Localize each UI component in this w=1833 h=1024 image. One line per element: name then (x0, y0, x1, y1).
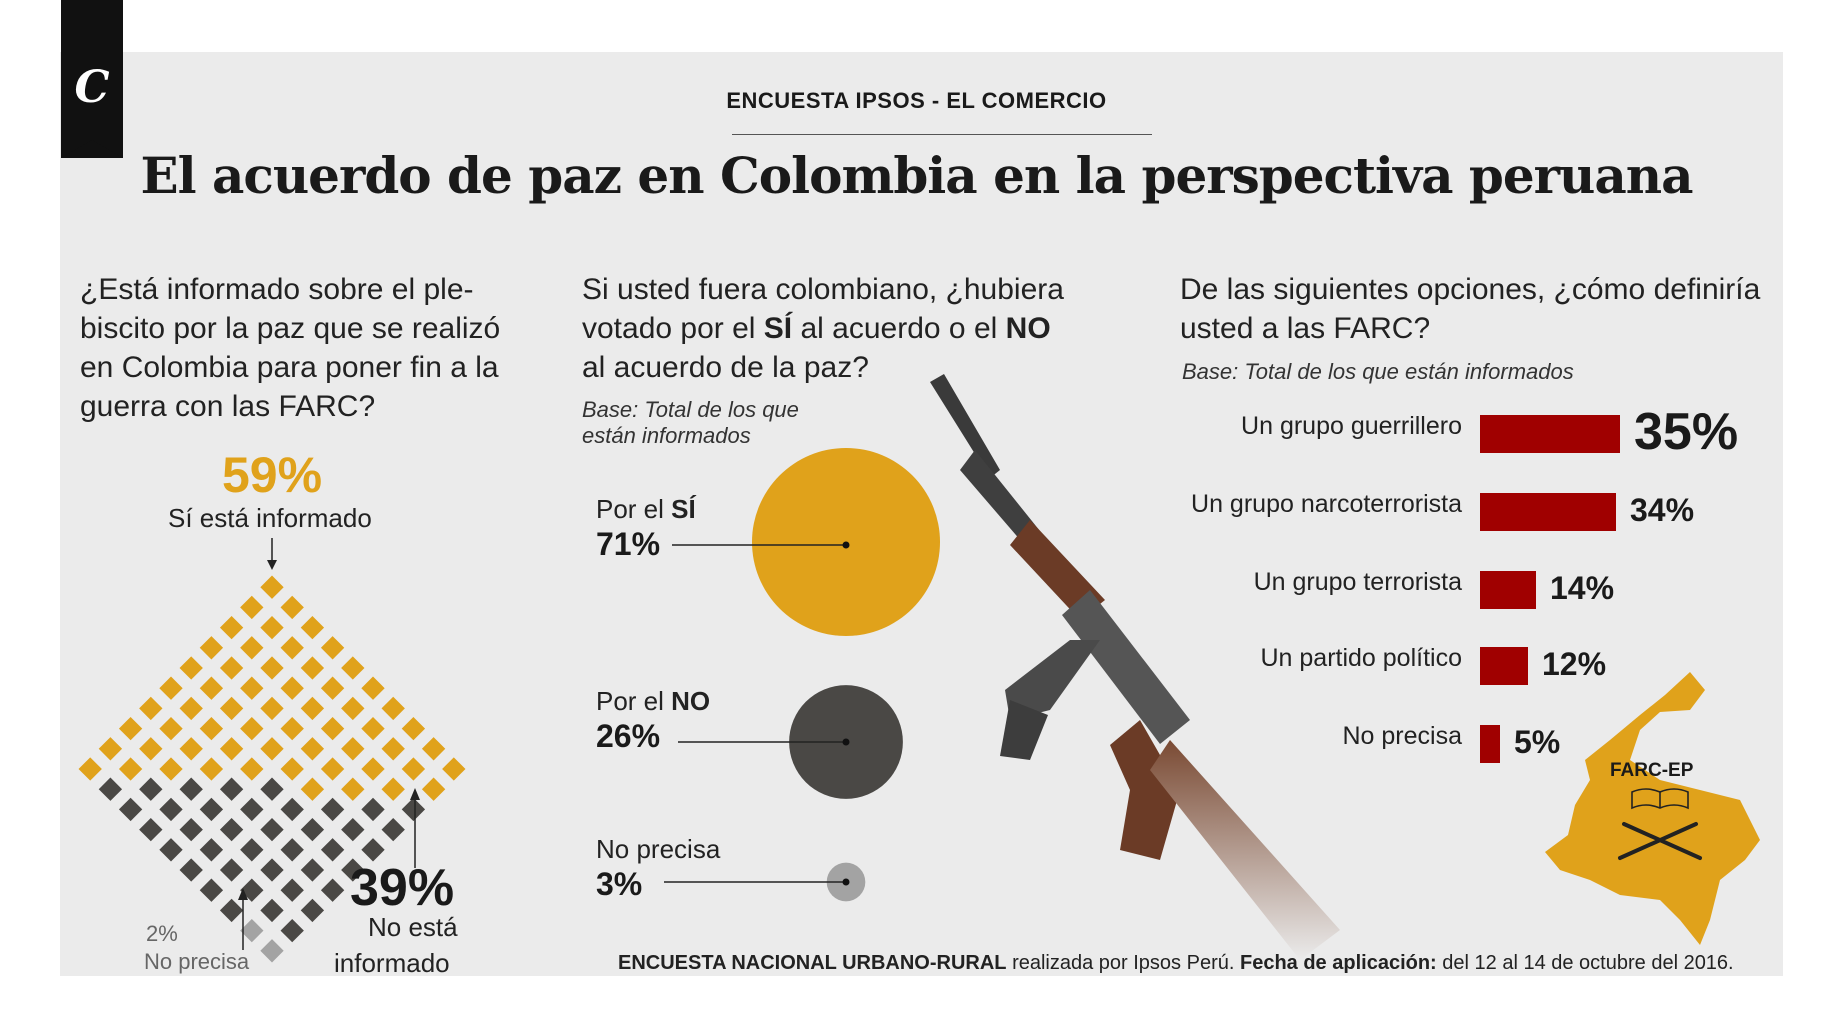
bar (1480, 725, 1500, 763)
bubble-label-strong: NO (671, 686, 711, 716)
bar-value-label: 35% (1634, 402, 1739, 461)
bubble-label-text: No precisa (596, 834, 721, 864)
bubble-label-text: Por el (596, 686, 672, 716)
book-icon (1631, 788, 1689, 810)
np-label: No precisa (144, 949, 250, 974)
crossed-rifles-icon (1618, 822, 1702, 860)
bar-value-label: 34% (1630, 492, 1695, 529)
question-strong-no: NO (1005, 312, 1051, 345)
logo-bookmark: C (61, 0, 123, 158)
bubble-label-strong: SÍ (671, 494, 696, 524)
rifle-icon (930, 374, 1340, 960)
bubble-center-dot (842, 878, 850, 886)
question-strong-yes: SÍ (763, 312, 793, 345)
question-farc: De las siguientes opciones, ¿cómo defini… (1180, 270, 1780, 348)
question-text: al acuerdo o el (800, 312, 998, 345)
bar-category-label: Un grupo terrorista (1253, 568, 1462, 596)
bubble-label-no: Por el NO (596, 686, 710, 717)
question-line: Si usted fuera colombiano, ¿hubiera (582, 273, 1064, 306)
no-label-line2: informado (334, 948, 450, 978)
bubble-label-np: No precisa (596, 834, 720, 865)
no-label-line1: No está (368, 912, 458, 942)
bar (1480, 415, 1620, 453)
bar-category-label: Un grupo narcoterrorista (1191, 490, 1462, 518)
question-line: De las siguientes opciones, ¿cómo defini… (1180, 273, 1761, 306)
logo: C (74, 62, 110, 113)
no-pointer-arrow (410, 788, 420, 800)
footer-strong: Fecha de aplicación: (1239, 952, 1437, 974)
question-line: biscito por la paz que se realizó (80, 312, 501, 345)
question-informed: ¿Está informado sobre el ple- biscito po… (80, 270, 550, 426)
footer-text: realizada por Ipsos Perú. (1006, 952, 1240, 974)
np-percent: 2% (146, 921, 178, 946)
question-line: al acuerdo de la paz? (582, 351, 869, 384)
bubble-pct-yes: 71% (596, 526, 661, 562)
bubble-center-dot (842, 541, 850, 549)
question-line: usted a las FARC? (1180, 312, 1431, 345)
bubbles (664, 448, 940, 902)
yes-percent: 59% (222, 447, 323, 503)
colombia-map-shape (1545, 672, 1760, 945)
np-pointer-arrow (238, 888, 248, 900)
question-text: votado por el (582, 312, 756, 345)
bars (1480, 415, 1620, 763)
bubble-pct-no: 26% (596, 718, 661, 754)
question-line: ¿Está informado sobre el ple- (80, 273, 474, 306)
base-note-farc: Base: Total de los que están informados (1182, 359, 1574, 384)
page-title: El acuerdo de paz en Colombia en la pers… (140, 146, 1693, 205)
base-line: Base: Total de los que (582, 397, 799, 422)
yes-pointer-arrow (267, 560, 277, 570)
kicker-divider (732, 134, 1152, 135)
bar-category-label: No precisa (1342, 722, 1463, 750)
no-percent: 39% (350, 859, 455, 917)
question-line: en Colombia para poner fin a la (80, 351, 499, 384)
bar-value-label: 14% (1550, 570, 1615, 607)
question-vote: Si usted fuera colombiano, ¿hubiera vota… (582, 270, 1102, 387)
bubble-center-dot (842, 738, 850, 746)
bubble-pct-np: 3% (596, 866, 643, 902)
bar-value-label: 12% (1542, 646, 1607, 683)
base-line: están informados (582, 423, 751, 448)
bar (1480, 571, 1536, 609)
bubble-label-text: Por el (596, 494, 672, 524)
question-line: guerra con las FARC? (80, 390, 376, 423)
bar-category-label: Un partido político (1260, 644, 1462, 672)
footer-text: del 12 al 14 de octubre del 2016. (1436, 952, 1734, 974)
base-note-vote: Base: Total de los que están informados (582, 397, 799, 449)
bar-category-label: Un grupo guerrillero (1241, 412, 1462, 440)
bar (1480, 647, 1528, 685)
question-line: votado por el SÍ al acuerdo o el NO (582, 309, 1102, 348)
bar-value-label: 5% (1514, 724, 1561, 761)
footer-note: ENCUESTA NACIONAL URBANO-RURAL realizada… (618, 952, 1734, 975)
kicker: ENCUESTA IPSOS - EL COMERCIO (726, 88, 1107, 113)
footer-strong: ENCUESTA NACIONAL URBANO-RURAL (618, 952, 1007, 974)
yes-label: Sí está informado (168, 503, 372, 533)
bar (1480, 493, 1616, 531)
map-label: FARC-EP (1610, 760, 1694, 781)
bubble-label-yes: Por el SÍ (596, 494, 696, 525)
